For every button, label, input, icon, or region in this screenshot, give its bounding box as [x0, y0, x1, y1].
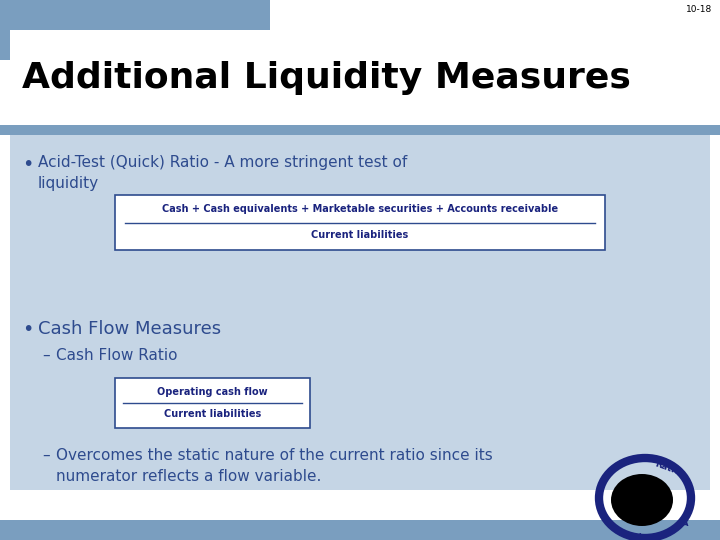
Text: –: – [42, 348, 50, 363]
Text: Cash + Cash equivalents + Marketable securities + Accounts receivable: Cash + Cash equivalents + Marketable sec… [162, 205, 558, 214]
Text: A: A [682, 518, 688, 528]
Text: Additional Liquidity Measures: Additional Liquidity Measures [22, 61, 631, 95]
Text: Ratio: Ratio [653, 459, 681, 477]
Bar [0, 125, 720, 135]
Text: Cash Flow Ratio: Cash Flow Ratio [56, 348, 178, 363]
Text: s: s [615, 525, 619, 535]
Bar [0, 520, 720, 540]
Text: Acid-Test (Quick) Ratio - A more stringent test of
liquidity: Acid-Test (Quick) Ratio - A more stringe… [38, 155, 408, 191]
Bar [115, 378, 310, 428]
Bar [10, 30, 720, 125]
Bar [10, 135, 710, 490]
Bar [0, 0, 270, 60]
Text: •: • [22, 320, 33, 339]
Text: Current liabilities: Current liabilities [311, 231, 409, 240]
Text: –: – [42, 448, 50, 463]
Text: Current liabilities: Current liabilities [164, 409, 261, 419]
Text: Overcomes the static nature of the current ratio since its
numerator reflects a : Overcomes the static nature of the curre… [56, 448, 492, 484]
Ellipse shape [611, 474, 673, 526]
Text: •: • [22, 155, 33, 174]
Bar [115, 195, 605, 250]
Text: 10-18: 10-18 [685, 5, 712, 14]
Text: Cash Flow Measures: Cash Flow Measures [38, 320, 221, 338]
Text: System: System [625, 533, 654, 539]
Text: Operating cash flow: Operating cash flow [157, 387, 268, 397]
